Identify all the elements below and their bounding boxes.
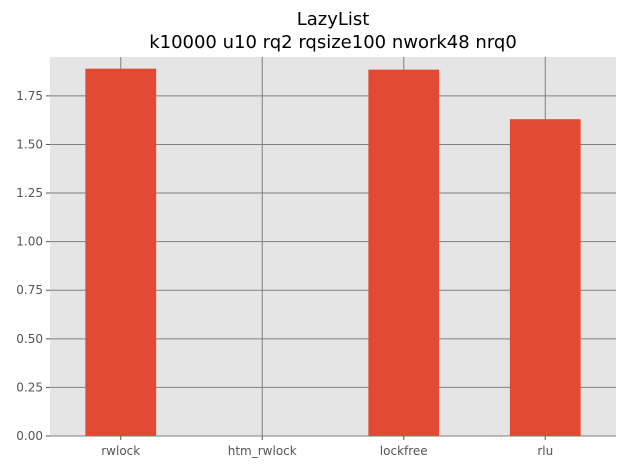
bar-lockfree: [368, 69, 440, 436]
y-tick-label: 1.00: [16, 235, 43, 249]
bar-rlu: [509, 119, 581, 436]
chart-title-line-1: LazyList: [297, 9, 370, 30]
bars: [85, 68, 581, 437]
x-axis-ticks: rwlock htm_rwlock lockfree rlu: [101, 436, 553, 458]
x-tick-label-rwlock: rwlock: [101, 444, 140, 458]
y-tick-label: 1.50: [16, 137, 43, 151]
y-tick-label: 0.75: [16, 283, 43, 297]
x-tick-label-htm_rwlock: htm_rwlock: [228, 444, 297, 458]
chart-title-line-2: k10000 u10 rq2 rqsize100 nwork48 nrq0: [149, 32, 517, 53]
y-tick-label: 1.75: [16, 89, 43, 103]
y-axis-ticks: 0.00 0.25 0.50 0.75 1.00 1.25 1.50 1.75: [16, 89, 50, 443]
x-tick-label-rlu: rlu: [537, 444, 553, 458]
y-tick-label: 0.25: [16, 380, 43, 394]
x-tick-label-lockfree: lockfree: [380, 444, 428, 458]
y-tick-label: 0.50: [16, 332, 43, 346]
bar-rwlock: [85, 68, 157, 437]
y-tick-label: 0.00: [16, 429, 43, 443]
y-tick-label: 1.25: [16, 186, 43, 200]
